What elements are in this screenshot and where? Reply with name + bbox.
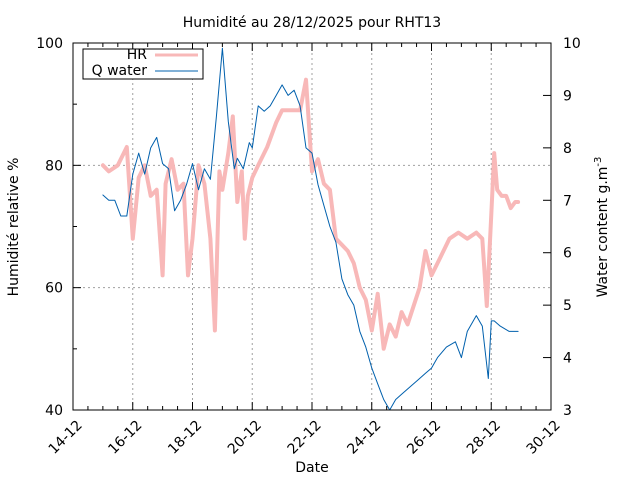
y-right-axis-label: Water content g.m-3 [593, 157, 611, 298]
y-left-tick-label: 80 [45, 158, 63, 174]
y-right-tick-label: 6 [563, 246, 572, 262]
series-line-hr [100, 77, 521, 351]
y-right-tick-label: 4 [563, 351, 572, 367]
legend-label-hr: HR [127, 47, 148, 63]
y-right-tick-label: 7 [563, 193, 572, 209]
y-right-tick-label: 10 [563, 36, 581, 52]
series-line-q-water [102, 47, 519, 411]
chart-title: Humidité au 28/12/2025 pour RHT13 [183, 15, 441, 31]
axis-ticks [72, 42, 552, 411]
series-layer [100, 47, 521, 411]
y-left-tick-label: 40 [45, 403, 63, 419]
y-right-axis-label-base: Water content g.m [595, 167, 611, 298]
y-right-tick-label: 5 [563, 298, 572, 314]
legend-label-q-water: Q water [92, 63, 148, 79]
y-right-axis-label-superscript: -3 [593, 157, 604, 167]
x-axis-label: Date [295, 460, 328, 476]
y-left-axis-label: Humidité relative % [6, 158, 22, 297]
grid-lines [73, 43, 551, 410]
y-left-tick-label: 60 [45, 281, 63, 297]
legend: HR Q water [82, 47, 204, 80]
y-right-tick-label: 3 [563, 403, 572, 419]
y-left-tick-label: 100 [36, 36, 63, 52]
y-right-tick-label: 8 [563, 141, 572, 157]
y-right-tick-label: 9 [563, 88, 572, 104]
